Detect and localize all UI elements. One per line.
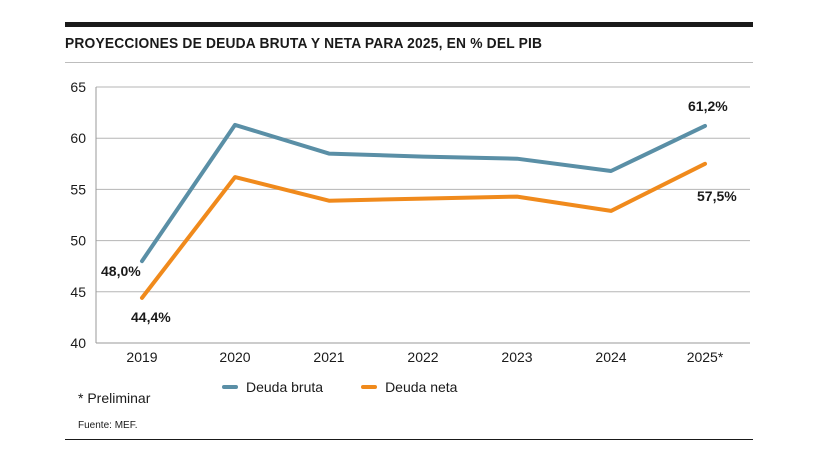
y-tick-label: 60 <box>70 130 86 146</box>
data-labels: 48,0% 44,4% 61,2% 57,5% <box>101 98 737 325</box>
legend: Deuda bruta Deuda neta <box>222 379 457 395</box>
y-tick-label: 40 <box>70 335 86 351</box>
top-rule <box>65 22 753 27</box>
x-tick-label: 2025* <box>687 349 724 365</box>
x-tick-label: 2019 <box>126 349 157 365</box>
legend-swatch-bruta <box>222 385 238 389</box>
x-tick-label: 2022 <box>407 349 438 365</box>
data-label: 61,2% <box>688 98 728 114</box>
x-tick-label: 2023 <box>501 349 532 365</box>
y-tick-label: 65 <box>70 79 86 95</box>
bottom-rule <box>65 439 753 440</box>
legend-item-neta: Deuda neta <box>361 379 457 395</box>
y-axis-ticks: 40 45 50 55 60 65 <box>70 79 86 351</box>
source-note: Fuente: MEF. <box>78 420 138 431</box>
legend-item-bruta: Deuda bruta <box>222 379 323 395</box>
series-line-neta <box>140 161 707 300</box>
legend-label-neta: Deuda neta <box>385 379 458 395</box>
x-tick-label: 2020 <box>219 349 250 365</box>
data-label: 48,0% <box>101 263 141 279</box>
series-line-bruta <box>140 122 707 264</box>
x-tick-label: 2021 <box>313 349 344 365</box>
x-axis-ticks: 2019 2020 2021 2022 2023 2024 2025* <box>126 349 723 365</box>
footnote: * Preliminar <box>78 390 151 406</box>
legend-label-bruta: Deuda bruta <box>246 379 324 395</box>
y-tick-label: 45 <box>70 284 86 300</box>
series-lines <box>140 122 707 300</box>
chart-title: PROYECCIONES DE DEUDA BRUTA Y NETA PARA … <box>65 35 543 52</box>
data-label: 44,4% <box>131 309 171 325</box>
legend-swatch-neta <box>361 385 378 389</box>
title-divider <box>65 62 753 63</box>
y-tick-label: 55 <box>70 181 86 197</box>
x-tick-label: 2024 <box>595 349 626 365</box>
data-label: 57,5% <box>697 188 737 204</box>
grid-lines <box>95 86 750 344</box>
y-tick-label: 50 <box>70 233 86 249</box>
